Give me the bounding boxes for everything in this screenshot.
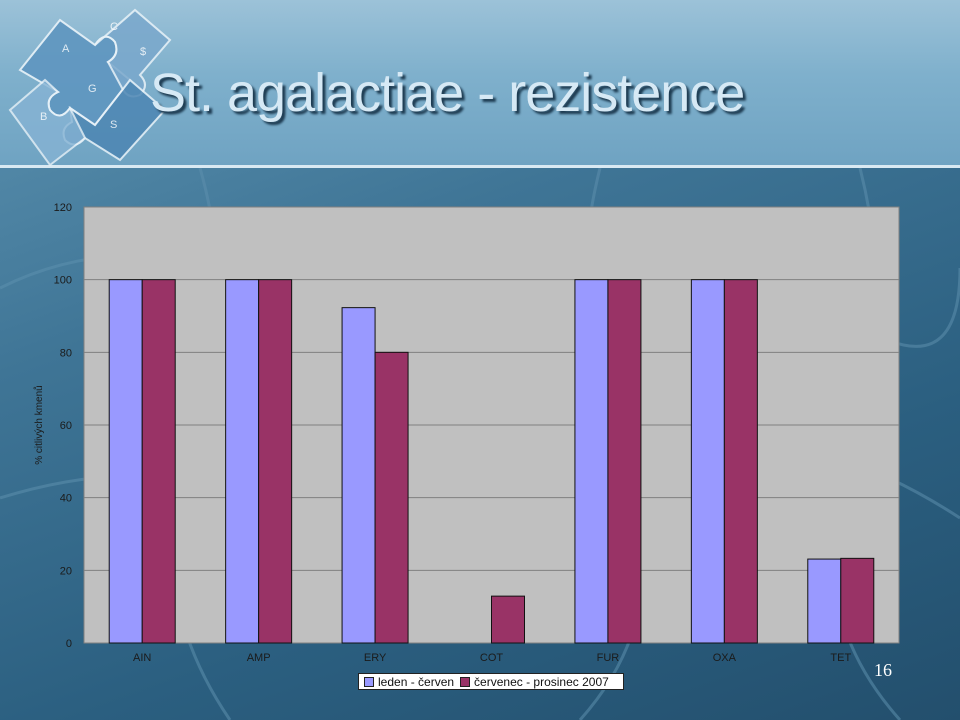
bar-ain-series-2 bbox=[141, 279, 176, 644]
bar-cot-series-2 bbox=[491, 595, 525, 644]
bars bbox=[108, 279, 875, 644]
svg-text:B: B bbox=[40, 111, 47, 123]
slide-title: St. agalactiae - rezistence bbox=[150, 63, 745, 123]
legend-label-1: leden - červen bbox=[378, 674, 455, 689]
legend-entry-1: leden - červen bbox=[364, 675, 454, 689]
header-band bbox=[0, 0, 960, 165]
svg-text:A: A bbox=[62, 43, 70, 55]
bar-ain-series-1 bbox=[108, 279, 143, 644]
y-tick-label: 120 bbox=[54, 202, 72, 214]
bar-tet-series-1 bbox=[807, 558, 842, 644]
y-tick-label: 100 bbox=[54, 275, 72, 287]
y-tick-label: 20 bbox=[60, 565, 72, 577]
x-tick-label-cot: COT bbox=[480, 652, 504, 664]
bar-ery-series-1 bbox=[341, 307, 376, 644]
y-tick-label: 0 bbox=[66, 638, 72, 650]
bar-ery-series-2 bbox=[374, 351, 409, 644]
bar-amp-series-2 bbox=[258, 279, 293, 644]
x-tick-label-ain: AIN bbox=[133, 652, 151, 664]
svg-text:$: $ bbox=[140, 46, 146, 58]
svg-text:C: C bbox=[110, 21, 118, 33]
header-divider bbox=[0, 165, 960, 168]
x-tick-label-ery: ERY bbox=[364, 652, 387, 664]
bar-amp-series-1 bbox=[225, 279, 260, 644]
gridlines bbox=[84, 279, 899, 571]
bar-fur-series-1 bbox=[574, 279, 609, 644]
x-tick-label-tet: TET bbox=[830, 652, 851, 664]
svg-text:G: G bbox=[88, 83, 97, 95]
y-tick-label: 60 bbox=[60, 420, 72, 432]
legend-label-2: červenec - prosinec 2007 bbox=[474, 674, 609, 689]
y-tick-label: 80 bbox=[60, 347, 72, 359]
bar-oxa-series-2 bbox=[723, 279, 758, 644]
y-tick-labels: 0 20 40 60 80 100 120 bbox=[54, 202, 72, 650]
x-tick-label-fur: FUR bbox=[597, 652, 620, 664]
bar-fur-series-2 bbox=[607, 279, 642, 644]
bar-oxa-series-1 bbox=[690, 279, 725, 644]
legend-entry-2: červenec - prosinec 2007 bbox=[460, 675, 609, 689]
y-axis-label: % citlivých kmenů bbox=[33, 385, 45, 464]
x-tick-labels: AIN AMP ERY COT FUR OXA TET bbox=[133, 652, 851, 664]
slide-number: 16 bbox=[874, 660, 892, 680]
legend-swatch-2 bbox=[460, 676, 471, 687]
x-tick-label-oxa: OXA bbox=[713, 652, 737, 664]
legend-swatch-1 bbox=[364, 676, 374, 687]
x-tick-label-amp: AMP bbox=[247, 652, 271, 664]
y-tick-label: 40 bbox=[60, 493, 72, 505]
puzzle-logo: A C $ G B S bbox=[8, 8, 172, 167]
legend: leden - červen červenec - prosinec 2007 bbox=[358, 673, 624, 690]
svg-text:S: S bbox=[110, 119, 117, 131]
bar-tet-series-2 bbox=[840, 557, 875, 644]
